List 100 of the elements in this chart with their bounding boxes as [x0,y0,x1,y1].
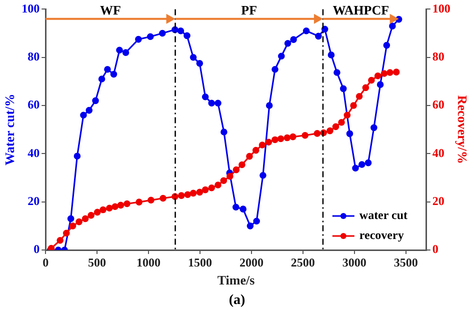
point [232,166,240,174]
x-tick-label: 1000 [136,255,161,270]
point [106,204,113,212]
point [214,182,222,188]
point [284,134,291,142]
point [98,76,106,82]
point [356,92,363,100]
legend-label: recovery [359,228,404,242]
y-tick-label: 0 [34,242,40,256]
point [386,69,394,76]
point [232,204,240,211]
point [265,138,272,146]
point [100,206,106,214]
point [240,206,246,212]
point [76,218,82,226]
y-tick-label: 40 [28,146,40,160]
point [246,222,254,230]
point [374,72,382,80]
point [94,208,101,216]
annotation: WAHPCF [332,2,390,18]
point [208,100,216,107]
point [136,198,142,206]
x-tick-label: 500 [88,255,106,270]
point [135,36,142,43]
point [272,136,278,144]
x-tick-label: 1500 [188,255,212,270]
point [376,81,384,88]
point [334,69,340,76]
point [380,70,388,77]
x-tick-label: 2500 [290,255,315,270]
point [364,159,372,166]
annotation: WF [100,2,121,18]
point [196,60,204,67]
point [116,46,123,54]
point [290,133,296,140]
y-axis-title: Water cut/% [2,94,18,166]
point [253,218,260,225]
point [238,161,246,168]
point [74,152,81,160]
point [328,52,335,58]
point [315,32,322,40]
point [177,27,184,34]
annotation: PF [241,2,258,18]
point [314,130,321,137]
point [350,102,357,109]
y-tick-label: 100 [22,1,40,16]
y2-tick-label: 0 [432,242,438,256]
point [80,112,87,119]
point [117,202,124,209]
point [62,230,70,237]
point [277,135,284,142]
point [332,123,340,130]
point [278,52,285,60]
point [258,142,266,148]
point [284,40,292,47]
point [252,146,260,154]
point [184,191,192,198]
point [290,36,297,43]
text: (a) [228,293,246,309]
point [160,194,166,202]
y2-tick-label: 20 [432,194,444,208]
x-tick-label: 3500 [394,255,418,270]
point [392,68,400,76]
point [340,85,347,92]
x-axis-title: Time/s [217,272,255,288]
point [220,177,228,184]
y-tick-label: 60 [28,98,40,112]
point [56,236,64,244]
point [110,70,118,78]
point [190,190,197,197]
y-tick-label: 80 [28,49,40,64]
point [178,192,185,199]
point [346,130,354,138]
point [196,188,204,196]
point [202,93,209,100]
point [321,26,328,33]
point [368,76,375,84]
point [370,124,378,132]
point [148,196,154,204]
x-tick-label: 2000 [239,255,264,270]
point [184,32,190,40]
point [202,186,209,194]
point [92,97,99,104]
x-tick-label: 3000 [342,255,366,270]
point [122,49,130,56]
point [362,84,370,92]
x-tick-label: 0 [42,255,49,270]
point [220,128,228,136]
point [302,132,308,139]
point [389,22,396,30]
point [190,54,197,61]
point [358,161,366,168]
point [266,102,273,109]
point [246,152,253,160]
y-tick-label: 20 [28,194,40,208]
point [226,172,234,180]
point [67,215,74,222]
y2-tick-label: 40 [432,146,444,160]
point [146,33,154,40]
point [352,164,359,172]
